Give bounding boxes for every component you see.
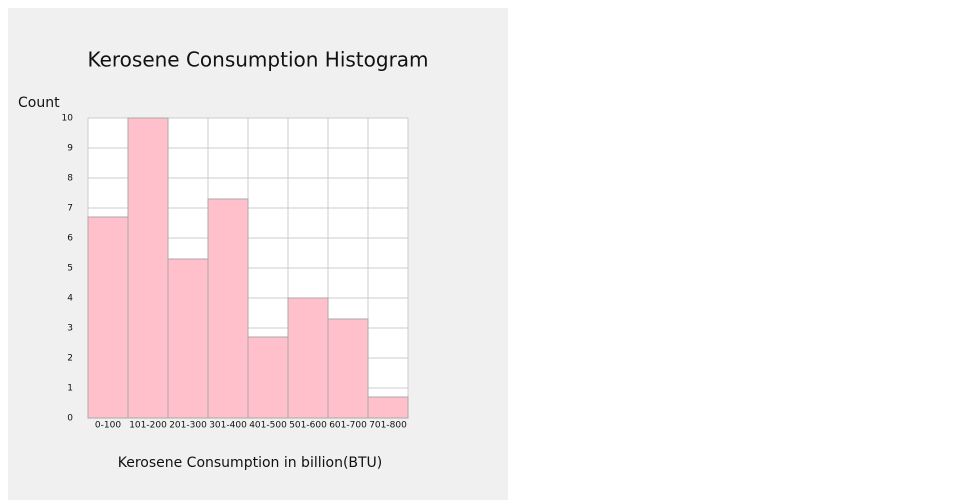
bar	[367, 396, 409, 419]
bar	[287, 297, 329, 419]
x-tick-label: 501-600	[289, 421, 327, 431]
x-tick-label: 201-300	[169, 421, 207, 431]
y-tick-label: 3	[67, 324, 73, 334]
bar	[127, 117, 169, 419]
bar	[247, 336, 289, 419]
x-tick-label: 601-700	[329, 421, 367, 431]
y-tick-label: 6	[67, 234, 73, 244]
y-axis-label: Count	[18, 95, 60, 111]
y-tick-label: 2	[67, 354, 73, 364]
bar	[207, 198, 249, 419]
y-tick-label: 5	[67, 264, 73, 274]
x-axis-label: Kerosene Consumption in billion(BTU)	[118, 455, 383, 471]
x-tick-label: 0-100	[95, 421, 121, 431]
y-tick-label: 4	[67, 294, 73, 304]
y-tick-label: 0	[67, 414, 73, 424]
y-tick-label: 9	[67, 144, 73, 154]
y-tick-label: 7	[67, 204, 73, 214]
chart-title: Kerosene Consumption Histogram	[87, 48, 428, 72]
x-tick-label: 401-500	[249, 421, 287, 431]
bar	[327, 318, 369, 419]
bar	[167, 258, 209, 419]
y-tick-label: 10	[62, 114, 74, 124]
y-tick-label: 1	[67, 384, 73, 394]
x-tick-label: 101-200	[129, 421, 167, 431]
x-tick-label: 701-800	[369, 421, 407, 431]
y-tick-label: 8	[67, 174, 73, 184]
bar	[87, 216, 129, 419]
x-tick-label: 301-400	[209, 421, 247, 431]
